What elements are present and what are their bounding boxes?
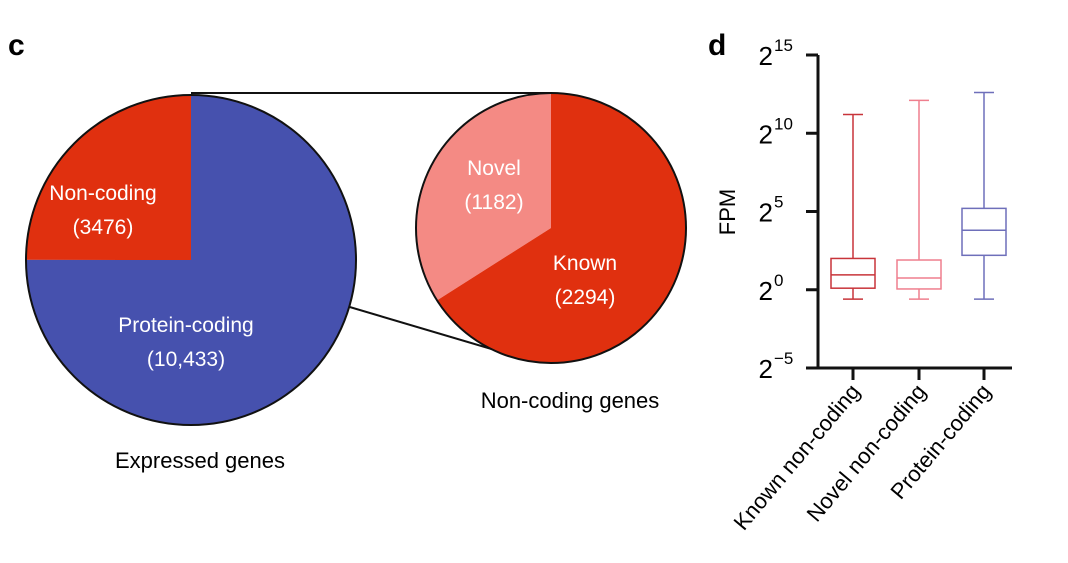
panel-label-d: d bbox=[708, 29, 726, 62]
slice-value-protein: (10,433) bbox=[147, 348, 225, 371]
y-tick-label: 2 bbox=[759, 41, 773, 71]
pie1-slice-non-coding bbox=[26, 95, 191, 260]
y-tick-exponent: 10 bbox=[774, 114, 793, 133]
slice-label-known: Known bbox=[553, 252, 617, 275]
slice-label-noncoding: Non-coding bbox=[49, 182, 156, 205]
pie2-slice-known bbox=[437, 92, 686, 363]
pie2-outline bbox=[415, 92, 687, 364]
slice-value-known: (2294) bbox=[555, 286, 616, 309]
y-tick-exponent: 5 bbox=[774, 193, 783, 212]
y-tick-label: 2 bbox=[759, 198, 773, 228]
box-3 bbox=[961, 91, 1007, 300]
pie2-title: Non-coding genes bbox=[481, 388, 660, 413]
slice-value-noncoding: (3476) bbox=[73, 216, 134, 239]
pie-charts bbox=[25, 92, 687, 426]
y-tick-label: 2 bbox=[759, 354, 773, 384]
box-2 bbox=[896, 99, 942, 300]
y-axis-label: FPM bbox=[715, 189, 740, 235]
box-1 bbox=[830, 113, 876, 300]
x-tick-label: Known non-coding bbox=[729, 379, 865, 535]
y-tick-exponent: −5 bbox=[774, 349, 793, 368]
panel-label-c: c bbox=[8, 29, 25, 62]
pie1-outline bbox=[25, 94, 357, 426]
pie1-slice-protein-coding bbox=[26, 95, 356, 425]
y-tick-label: 2 bbox=[759, 119, 773, 149]
box-iqr bbox=[896, 259, 942, 290]
y-tick-exponent: 15 bbox=[774, 36, 793, 55]
x-tick-label: Novel non-coding bbox=[802, 379, 931, 526]
slice-value-novel: (1182) bbox=[464, 191, 523, 214]
slice-label-protein: Protein-coding bbox=[118, 314, 253, 337]
box-iqr bbox=[830, 257, 876, 289]
y-tick-exponent: 0 bbox=[774, 271, 783, 290]
pie2-slice-novel bbox=[415, 93, 551, 301]
y-tick-label: 2 bbox=[759, 276, 773, 306]
box-iqr bbox=[961, 207, 1007, 257]
pie1-title: Expressed genes bbox=[115, 448, 285, 473]
slice-label-novel: Novel bbox=[467, 157, 521, 180]
